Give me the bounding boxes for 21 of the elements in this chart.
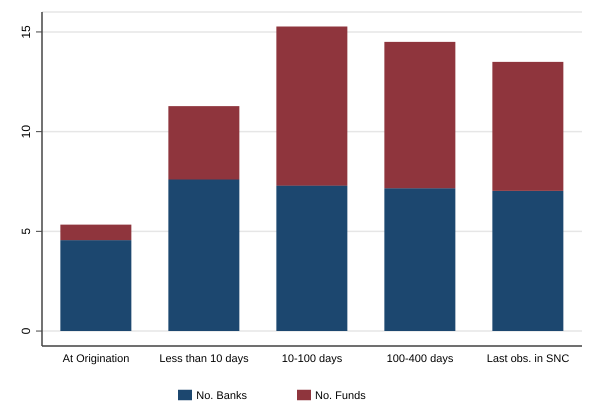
bar [384, 188, 456, 332]
y-tick-label: 10 [19, 124, 33, 138]
bar [276, 26, 348, 186]
legend-label: No. Banks [196, 390, 247, 402]
bar [168, 180, 240, 332]
x-tick-label: 100-400 days [386, 352, 454, 365]
y-tick-label: 0 [19, 327, 33, 334]
bar [276, 186, 348, 332]
y-tick-label: 5 [19, 228, 33, 235]
bar [492, 190, 564, 332]
legend-label: No. Funds [315, 390, 366, 402]
bar [60, 240, 132, 332]
x-tick-label: 10-100 days [282, 352, 343, 365]
bar [60, 224, 132, 240]
x-tick-label: Last obs. in SNC [486, 352, 570, 365]
bar [384, 42, 456, 188]
x-tick-label: Less than 10 days [159, 352, 250, 365]
x-tick-label: At Origination [62, 352, 130, 365]
y-tick-label: 15 [19, 24, 33, 39]
bar [492, 62, 564, 191]
bar [168, 106, 240, 180]
